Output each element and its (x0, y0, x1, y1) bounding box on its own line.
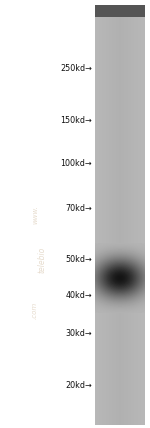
Bar (97, 5, 98, 425)
Bar (95, 5, 145, 17)
Bar (100, 5, 101, 425)
Bar (110, 5, 111, 425)
Bar (105, 5, 106, 425)
Bar (123, 5, 124, 425)
Bar (101, 5, 102, 425)
Bar (124, 5, 125, 425)
Bar (102, 5, 103, 425)
Text: 150kd→: 150kd→ (60, 116, 92, 125)
Bar (135, 5, 136, 425)
Bar (117, 5, 118, 425)
Text: 250kd→: 250kd→ (60, 63, 92, 72)
Text: 30kd→: 30kd→ (65, 330, 92, 339)
Bar (113, 5, 114, 425)
Bar (130, 5, 131, 425)
Bar (118, 5, 119, 425)
Bar (142, 5, 143, 425)
Bar (103, 5, 104, 425)
Bar (95, 5, 96, 425)
Text: 20kd→: 20kd→ (65, 380, 92, 389)
Bar (137, 5, 138, 425)
Text: www.: www. (32, 205, 38, 223)
Text: 70kd→: 70kd→ (65, 203, 92, 212)
Bar (119, 5, 120, 425)
Bar (114, 5, 115, 425)
Bar (120, 5, 121, 425)
Text: 100kd→: 100kd→ (60, 158, 92, 167)
Bar (108, 5, 109, 425)
Text: 50kd→: 50kd→ (65, 256, 92, 265)
Bar (121, 5, 122, 425)
Bar (106, 5, 107, 425)
Bar (133, 5, 134, 425)
Bar (140, 5, 141, 425)
Bar (115, 5, 116, 425)
Bar (103, 5, 104, 425)
Bar (98, 5, 99, 425)
Bar (139, 5, 140, 425)
Bar (125, 5, 126, 425)
Bar (112, 5, 113, 425)
Bar (127, 5, 128, 425)
Text: 40kd→: 40kd→ (65, 291, 92, 300)
Bar (99, 5, 100, 425)
Bar (141, 5, 142, 425)
Bar (107, 5, 108, 425)
Bar (134, 5, 135, 425)
Bar (126, 5, 127, 425)
Bar (144, 5, 145, 425)
Bar (122, 5, 123, 425)
Bar (104, 5, 105, 425)
Bar (138, 5, 139, 425)
Bar (129, 5, 130, 425)
Text: .com: .com (32, 301, 38, 318)
Text: telebio: telebio (38, 247, 46, 273)
Bar (143, 5, 144, 425)
Bar (128, 5, 129, 425)
Bar (96, 5, 97, 425)
Bar (100, 5, 101, 425)
Bar (95, 5, 145, 425)
Bar (136, 5, 137, 425)
Bar (132, 5, 133, 425)
Bar (109, 5, 110, 425)
Bar (131, 5, 132, 425)
Bar (116, 5, 117, 425)
Bar (111, 5, 112, 425)
